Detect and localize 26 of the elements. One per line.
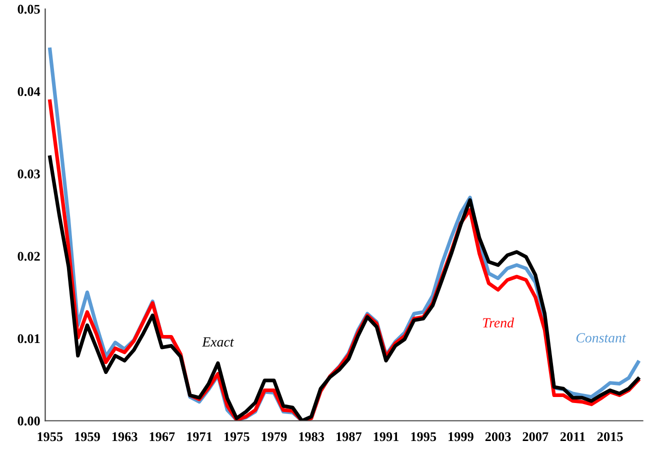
y-tick-label: 0.05 (18, 4, 40, 14)
x-tick-label: 2007 (522, 432, 548, 442)
y-tick-label: 0.04 (18, 87, 40, 96)
x-tick-label: 2003 (485, 432, 511, 442)
x-tick-label: 2011 (560, 432, 585, 442)
y-tick-label: 0.02 (18, 252, 40, 261)
x-tick-label: 1963 (112, 432, 138, 442)
x-tick-label: 1987 (336, 432, 362, 442)
x-tick-label: 1979 (262, 432, 287, 442)
series-label: Trend (483, 318, 514, 328)
x-tick-label: 1971 (187, 432, 212, 442)
line-series (48, 155, 640, 421)
x-tick-label: 1975 (224, 432, 250, 442)
series-label: Exact (202, 337, 234, 347)
series-label: Constant (576, 333, 626, 343)
x-tick-label: 2015 (597, 432, 623, 442)
x-tick-label: 1959 (75, 432, 100, 442)
x-tick-label: 1995 (411, 432, 436, 442)
x-tick-label: 1999 (448, 432, 474, 442)
x-tick-label: 1967 (150, 432, 175, 442)
x-tick-label: 1991 (374, 432, 399, 442)
y-tick-label: 0.01 (18, 334, 40, 344)
x-tick-label: 1955 (38, 432, 63, 442)
x-tick-label: 1983 (299, 432, 324, 442)
y-tick-label: 0.00 (18, 416, 40, 426)
y-tick-label: 0.03 (18, 170, 40, 178)
